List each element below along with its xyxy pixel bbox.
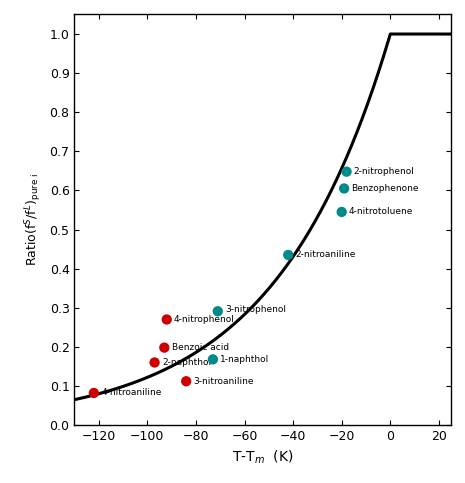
Point: [151, 358, 158, 366]
Point: [160, 344, 168, 352]
Text: Benzoic acid: Benzoic acid: [172, 343, 229, 352]
Text: 1-naphthol: 1-naphthol: [220, 355, 269, 364]
Text: 3-nitrophenol: 3-nitrophenol: [225, 305, 286, 314]
Point: [340, 185, 348, 192]
Point: [343, 168, 350, 175]
Text: 4-nitroaniline: 4-nitroaniline: [101, 388, 161, 398]
Text: 2-naphthol: 2-naphthol: [162, 358, 211, 367]
Y-axis label: Ratio(f$^S$/f$^L$)$_\mathrm{pure\ i}$: Ratio(f$^S$/f$^L$)$_\mathrm{pure\ i}$: [23, 173, 44, 267]
Text: Benzophenone: Benzophenone: [352, 184, 419, 193]
Text: 4-nitrophenol: 4-nitrophenol: [174, 315, 235, 324]
Point: [209, 355, 217, 363]
Point: [163, 315, 171, 323]
Point: [285, 251, 292, 259]
Text: 2-nitroaniline: 2-nitroaniline: [296, 251, 356, 259]
Point: [90, 389, 98, 397]
Text: 2-nitrophenol: 2-nitrophenol: [354, 167, 415, 176]
X-axis label: T-T$_m$  (K): T-T$_m$ (K): [232, 448, 293, 466]
Point: [338, 208, 345, 216]
Point: [182, 377, 190, 385]
Text: 4-nitrotoluene: 4-nitrotoluene: [349, 207, 413, 216]
Point: [214, 307, 221, 315]
Text: 3-nitroaniline: 3-nitroaniline: [193, 377, 254, 386]
